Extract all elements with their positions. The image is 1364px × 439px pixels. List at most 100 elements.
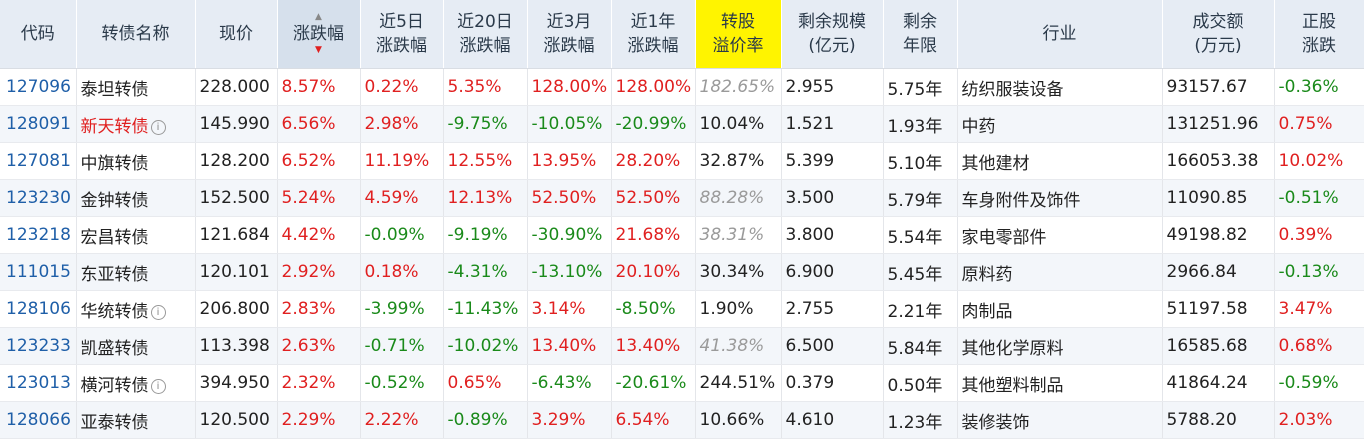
stock-change-cell: -0.59% [1274,364,1364,402]
scale-cell: 2.755 [781,290,884,328]
sort-desc-arrow-icon: ▼ [315,45,322,55]
header-col-change-1y[interactable]: 近1年 涨跌幅 [611,0,696,69]
change-cell: 2.92% [277,253,361,291]
turnover-cell: 131251.96 [1162,105,1275,143]
header-col-change[interactable]: ▲ 涨跌幅 ▼ [277,0,361,69]
bond-name[interactable]: 华统转债 [80,301,149,322]
bond-name[interactable]: 金钟转债 [80,190,149,211]
table-row[interactable]: 127096 泰坦转债 228.000 8.57% 0.22% 5.35% 128.00% 1… [0,68,1364,106]
industry-cell: 纺织服装设备 [957,68,1163,106]
change-5d-cell: -0.71% [360,327,444,365]
price-cell: 145.990 [195,105,278,143]
years-cell: 5.75年 [883,68,958,106]
change-1y-cell: 20.10% [611,253,696,291]
header-col-years[interactable]: 剩余 年限 [883,0,958,69]
table-row[interactable]: 123013 横河转债 i 394.950 2.32% -0.52% 0.65% -6.43%… [0,364,1364,402]
bond-name-cell[interactable]: 宏昌转债 [76,216,196,254]
premium-cell: 38.31% [695,216,782,254]
header-label: 成交额 (万元) [1192,12,1244,56]
change-cell: 2.63% [277,327,361,365]
bond-code-link[interactable]: 123233 [0,327,77,365]
bond-code-link[interactable]: 128091 [0,105,77,143]
table-row[interactable]: 128106 华统转债 i 206.800 2.83% -3.99% -11.43% 3.14… [0,290,1364,328]
bond-code-link[interactable]: 128066 [0,401,77,439]
header-col-premium[interactable]: 转股 溢价率 [695,0,782,69]
info-circle-icon[interactable]: i [150,304,166,320]
scale-cell: 2.955 [781,68,884,106]
change-1y-cell: 13.40% [611,327,696,365]
turnover-cell: 49198.82 [1162,216,1275,254]
bond-name-cell[interactable]: 东亚转债 [76,253,196,291]
change-1y-cell: 52.50% [611,179,696,217]
change-cell: 4.42% [277,216,361,254]
industry-cell: 肉制品 [957,290,1163,328]
header-col-code[interactable]: 代码 [0,0,77,69]
bond-name[interactable]: 东亚转债 [80,264,149,285]
header-col-industry[interactable]: 行业 [957,0,1163,69]
header-col-name[interactable]: 转债名称 [76,0,196,69]
bond-code-link[interactable]: 111015 [0,253,77,291]
bond-name-cell[interactable]: 亚泰转债 [76,401,196,439]
price-cell: 206.800 [195,290,278,328]
bond-code-link[interactable]: 127081 [0,142,77,180]
header-col-change-5d[interactable]: 近5日 涨跌幅 [360,0,444,69]
header-col-price[interactable]: 现价 [195,0,278,69]
header-label: 现价 [219,24,253,44]
change-5d-cell: 4.59% [360,179,444,217]
change-20d-cell: 5.35% [443,68,528,106]
bond-code-link[interactable]: 128106 [0,290,77,328]
header-col-turnover[interactable]: 成交额 (万元) [1162,0,1275,69]
bond-name[interactable]: 中旗转债 [80,153,149,174]
bond-name-cell[interactable]: 泰坦转债 [76,68,196,106]
bond-code-link[interactable]: 123013 [0,364,77,402]
bond-name[interactable]: 亚泰转债 [80,412,149,433]
change-3m-cell: 52.50% [527,179,612,217]
change-20d-cell: -4.31% [443,253,528,291]
info-circle-icon[interactable]: i [150,378,166,394]
bond-code-link[interactable]: 123230 [0,179,77,217]
bond-name-cell[interactable]: 华统转债 i [76,290,196,328]
bond-name[interactable]: 泰坦转债 [80,79,149,100]
bond-code-link[interactable]: 123218 [0,216,77,254]
bond-code-link[interactable]: 127096 [0,68,77,106]
change-cell: 6.56% [277,105,361,143]
bond-name-cell[interactable]: 中旗转债 [76,142,196,180]
bond-name-cell[interactable]: 凯盛转债 [76,327,196,365]
industry-cell: 其他建材 [957,142,1163,180]
turnover-cell: 166053.38 [1162,142,1275,180]
table-row[interactable]: 123218 宏昌转债 121.684 4.42% -0.09% -9.19% -30.90… [0,216,1364,254]
years-cell: 5.84年 [883,327,958,365]
table-row[interactable]: 111015 东亚转债 120.101 2.92% 0.18% -4.31% -13.10%… [0,253,1364,291]
header-label: 剩余 年限 [903,12,937,56]
turnover-cell: 16585.68 [1162,327,1275,365]
price-cell: 120.101 [195,253,278,291]
bond-name-cell[interactable]: 新天转债 i [76,105,196,143]
header-col-change-3m[interactable]: 近3月 涨跌幅 [527,0,612,69]
bond-name[interactable]: 宏昌转债 [80,227,149,248]
change-5d-cell: 2.98% [360,105,444,143]
bond-name[interactable]: 凯盛转债 [80,338,149,359]
bond-name[interactable]: 横河转债 [80,375,149,396]
header-col-stock-change[interactable]: 正股 涨跌 [1274,0,1364,69]
table-row[interactable]: 128066 亚泰转债 120.500 2.29% 2.22% -0.89% 3.29% 6.… [0,401,1364,439]
change-cell: 2.83% [277,290,361,328]
premium-cell: 32.87% [695,142,782,180]
bond-name-cell[interactable]: 金钟转债 [76,179,196,217]
bond-name[interactable]: 新天转债 [80,116,149,137]
header-col-change-20d[interactable]: 近20日 涨跌幅 [443,0,528,69]
change-3m-cell: -10.05% [527,105,612,143]
table-row[interactable]: 127081 中旗转债 128.200 6.52% 11.19% 12.55% 13.95%… [0,142,1364,180]
scale-cell: 6.900 [781,253,884,291]
change-3m-cell: -13.10% [527,253,612,291]
stock-change-cell: 3.47% [1274,290,1364,328]
header-label: 转股 溢价率 [712,12,764,56]
table-row[interactable]: 123230 金钟转债 152.500 5.24% 4.59% 12.13% 52.50% 5… [0,179,1364,217]
table-row[interactable]: 128091 新天转债 i 145.990 6.56% 2.98% -9.75% -10.05… [0,105,1364,143]
info-circle-icon[interactable]: i [150,119,166,135]
table-row[interactable]: 123233 凯盛转债 113.398 2.63% -0.71% -10.02% 13.40… [0,327,1364,365]
industry-cell: 家电零部件 [957,216,1163,254]
header-col-scale[interactable]: 剩余规模 (亿元) [781,0,884,69]
industry-cell: 原料药 [957,253,1163,291]
bond-name-cell[interactable]: 横河转债 i [76,364,196,402]
